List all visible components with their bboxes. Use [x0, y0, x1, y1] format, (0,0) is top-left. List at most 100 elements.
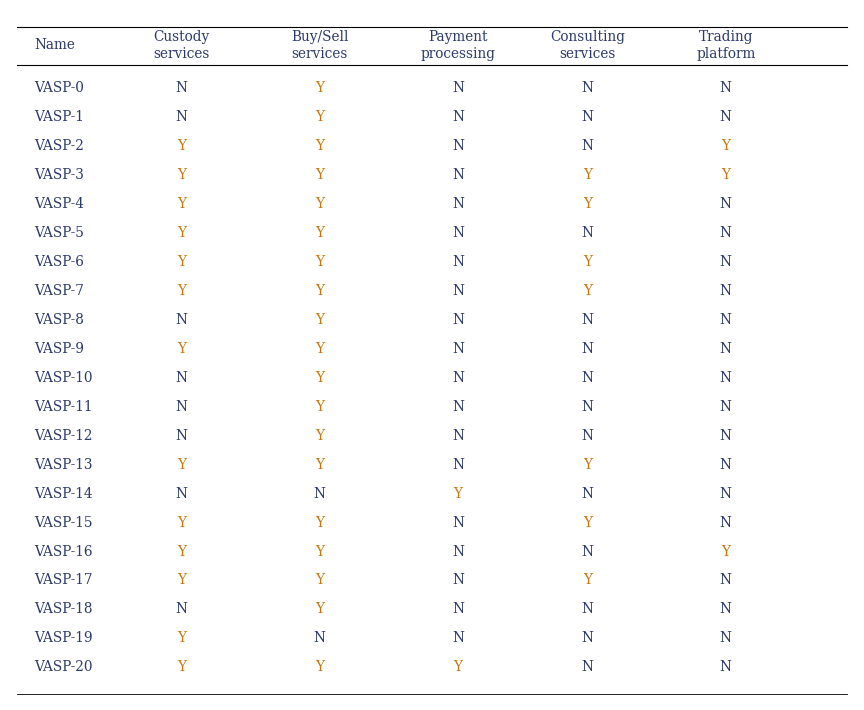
Text: N: N — [175, 371, 187, 385]
Text: N: N — [581, 631, 594, 645]
Text: VASP-2: VASP-2 — [35, 139, 85, 153]
Text: N: N — [175, 400, 187, 414]
Text: Y: Y — [315, 197, 324, 211]
Text: VASP-20: VASP-20 — [35, 660, 93, 674]
Text: Y: Y — [177, 515, 186, 530]
Text: N: N — [314, 631, 326, 645]
Text: VASP-15: VASP-15 — [35, 515, 93, 530]
Text: N: N — [720, 81, 732, 95]
Text: Y: Y — [177, 631, 186, 645]
Text: Y: Y — [177, 660, 186, 674]
Text: N: N — [581, 660, 594, 674]
Text: N: N — [581, 139, 594, 153]
Text: N: N — [720, 284, 732, 297]
Text: Y: Y — [315, 168, 324, 182]
Text: N: N — [452, 110, 464, 124]
Text: N: N — [175, 81, 187, 95]
Text: Y: Y — [177, 574, 186, 587]
Text: N: N — [581, 603, 594, 616]
Text: Name: Name — [35, 38, 75, 53]
Text: Y: Y — [315, 284, 324, 297]
Text: N: N — [452, 429, 464, 442]
Text: VASP-1: VASP-1 — [35, 110, 85, 124]
Text: N: N — [720, 603, 732, 616]
Text: N: N — [452, 342, 464, 356]
Text: Y: Y — [583, 458, 592, 471]
Text: N: N — [581, 486, 594, 501]
Text: N: N — [175, 110, 187, 124]
Text: N: N — [720, 255, 732, 269]
Text: N: N — [720, 631, 732, 645]
Text: VASP-17: VASP-17 — [35, 574, 93, 587]
Text: Y: Y — [315, 545, 324, 559]
Text: N: N — [720, 515, 732, 530]
Text: N: N — [581, 429, 594, 442]
Text: Consulting
services: Consulting services — [550, 30, 625, 61]
Text: Y: Y — [315, 226, 324, 240]
Text: VASP-16: VASP-16 — [35, 545, 93, 559]
Text: N: N — [720, 429, 732, 442]
Text: Y: Y — [315, 313, 324, 327]
Text: N: N — [452, 313, 464, 327]
Text: Y: Y — [315, 255, 324, 269]
Text: N: N — [581, 110, 594, 124]
Text: N: N — [452, 197, 464, 211]
Text: N: N — [175, 429, 187, 442]
Text: N: N — [452, 284, 464, 297]
Text: N: N — [452, 458, 464, 471]
Text: Y: Y — [583, 197, 592, 211]
Text: VASP-9: VASP-9 — [35, 342, 85, 356]
Text: N: N — [581, 371, 594, 385]
Text: N: N — [720, 660, 732, 674]
Text: N: N — [581, 545, 594, 559]
Text: N: N — [581, 81, 594, 95]
Text: N: N — [581, 313, 594, 327]
Text: Y: Y — [454, 660, 462, 674]
Text: Y: Y — [177, 226, 186, 240]
Text: N: N — [452, 255, 464, 269]
Text: N: N — [452, 515, 464, 530]
Text: VASP-7: VASP-7 — [35, 284, 85, 297]
Text: Y: Y — [315, 371, 324, 385]
Text: Y: Y — [315, 429, 324, 442]
Text: Y: Y — [721, 139, 730, 153]
Text: N: N — [175, 486, 187, 501]
Text: N: N — [452, 139, 464, 153]
Text: VASP-3: VASP-3 — [35, 168, 85, 182]
Text: VASP-19: VASP-19 — [35, 631, 93, 645]
Text: Custody
services: Custody services — [153, 30, 210, 61]
Text: Y: Y — [315, 660, 324, 674]
Text: N: N — [452, 400, 464, 414]
Text: Trading
platform: Trading platform — [696, 30, 755, 61]
Text: Y: Y — [721, 168, 730, 182]
Text: VASP-0: VASP-0 — [35, 81, 85, 95]
Text: Y: Y — [583, 168, 592, 182]
Text: Y: Y — [177, 168, 186, 182]
Text: N: N — [452, 574, 464, 587]
Text: VASP-13: VASP-13 — [35, 458, 93, 471]
Text: Y: Y — [177, 139, 186, 153]
Text: N: N — [452, 631, 464, 645]
Text: N: N — [720, 110, 732, 124]
Text: VASP-5: VASP-5 — [35, 226, 85, 240]
Text: Y: Y — [177, 545, 186, 559]
Text: N: N — [720, 486, 732, 501]
Text: VASP-12: VASP-12 — [35, 429, 93, 442]
Text: Y: Y — [454, 486, 462, 501]
Text: N: N — [581, 342, 594, 356]
Text: VASP-14: VASP-14 — [35, 486, 93, 501]
Text: Payment
processing: Payment processing — [421, 30, 495, 61]
Text: Y: Y — [583, 284, 592, 297]
Text: N: N — [720, 458, 732, 471]
Text: Y: Y — [315, 574, 324, 587]
Text: Y: Y — [177, 342, 186, 356]
Text: Y: Y — [315, 400, 324, 414]
Text: VASP-18: VASP-18 — [35, 603, 93, 616]
Text: N: N — [452, 545, 464, 559]
Text: N: N — [720, 400, 732, 414]
Text: Y: Y — [315, 110, 324, 124]
Text: Y: Y — [315, 515, 324, 530]
Text: N: N — [175, 603, 187, 616]
Text: Y: Y — [177, 284, 186, 297]
Text: VASP-6: VASP-6 — [35, 255, 85, 269]
